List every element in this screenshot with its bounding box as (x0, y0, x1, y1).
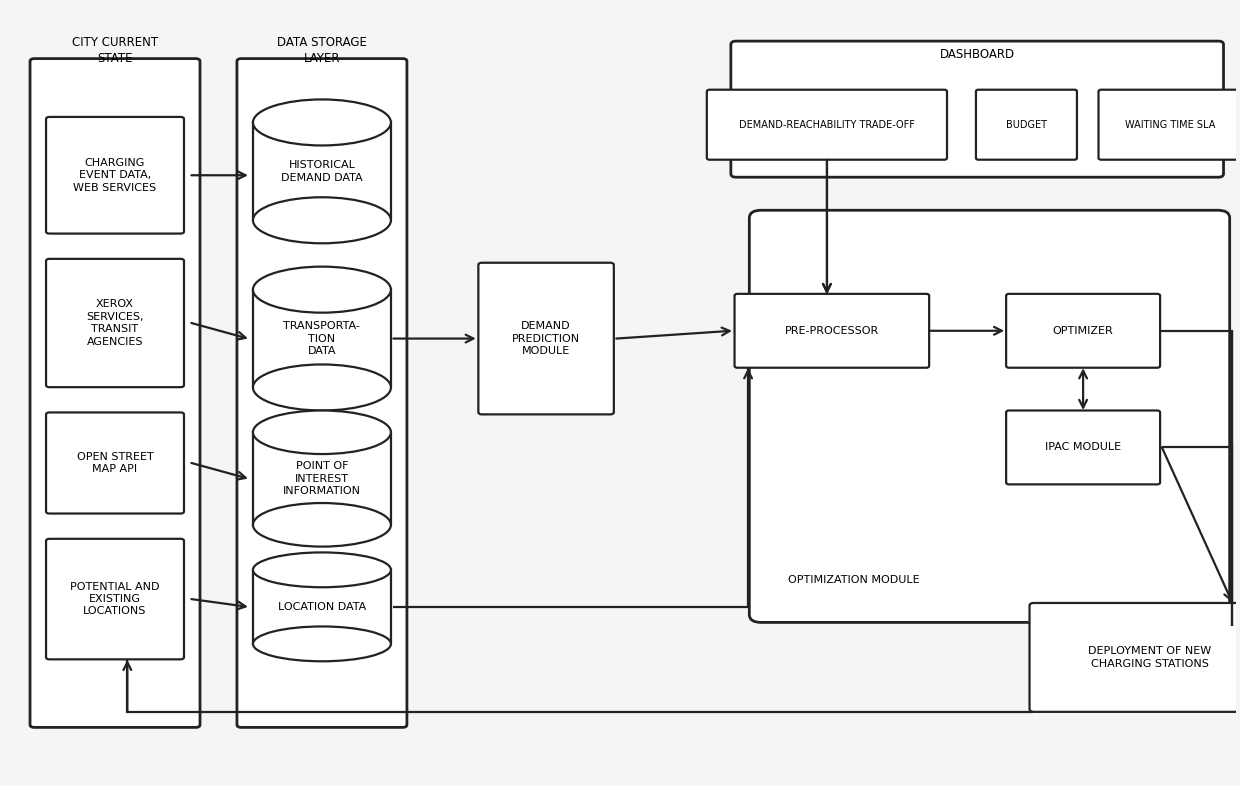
Text: TRANSPORTA-
TION
DATA: TRANSPORTA- TION DATA (284, 321, 361, 356)
FancyBboxPatch shape (1006, 410, 1161, 484)
Text: DEMAND
PREDICTION
MODULE: DEMAND PREDICTION MODULE (512, 321, 580, 356)
Ellipse shape (253, 365, 391, 410)
Text: WAITING TIME SLA: WAITING TIME SLA (1126, 119, 1215, 130)
FancyBboxPatch shape (479, 263, 614, 414)
Text: DATA STORAGE
LAYER: DATA STORAGE LAYER (277, 36, 367, 65)
FancyBboxPatch shape (46, 413, 184, 513)
FancyBboxPatch shape (1099, 90, 1240, 160)
Ellipse shape (253, 503, 391, 546)
FancyBboxPatch shape (707, 90, 947, 160)
Ellipse shape (253, 626, 391, 661)
FancyBboxPatch shape (749, 210, 1230, 623)
Text: OPTIMIZER: OPTIMIZER (1053, 325, 1114, 336)
Text: BUDGET: BUDGET (1006, 119, 1047, 130)
FancyBboxPatch shape (976, 90, 1078, 160)
FancyBboxPatch shape (1029, 603, 1240, 712)
FancyBboxPatch shape (30, 59, 200, 727)
Text: CHARGING
EVENT DATA,
WEB SERVICES: CHARGING EVENT DATA, WEB SERVICES (73, 158, 156, 193)
FancyBboxPatch shape (1006, 294, 1161, 368)
FancyBboxPatch shape (46, 539, 184, 659)
Ellipse shape (253, 266, 391, 313)
Text: POTENTIAL AND
EXISTING
LOCATIONS: POTENTIAL AND EXISTING LOCATIONS (71, 582, 160, 616)
FancyBboxPatch shape (46, 117, 184, 233)
Bar (253, 432, 391, 525)
Text: DEPLOYMENT OF NEW
CHARGING STATIONS: DEPLOYMENT OF NEW CHARGING STATIONS (1087, 646, 1211, 669)
Ellipse shape (253, 197, 391, 244)
Ellipse shape (253, 100, 391, 145)
FancyBboxPatch shape (46, 259, 184, 387)
FancyBboxPatch shape (730, 41, 1224, 177)
Text: DEMAND-REACHABILITY TRADE-OFF: DEMAND-REACHABILITY TRADE-OFF (739, 119, 915, 130)
Text: DASHBOARD: DASHBOARD (940, 48, 1014, 61)
Text: IPAC MODULE: IPAC MODULE (1045, 443, 1121, 453)
Text: POINT OF
INTEREST
INFORMATION: POINT OF INTEREST INFORMATION (283, 461, 361, 496)
FancyBboxPatch shape (734, 294, 929, 368)
Text: PRE-PROCESSOR: PRE-PROCESSOR (785, 325, 879, 336)
Text: OPEN STREET
MAP API: OPEN STREET MAP API (77, 452, 154, 474)
Ellipse shape (253, 553, 391, 587)
Ellipse shape (253, 410, 391, 454)
Bar (253, 570, 391, 644)
Text: CITY CURRENT
STATE: CITY CURRENT STATE (72, 36, 157, 65)
Text: LOCATION DATA: LOCATION DATA (278, 602, 366, 612)
Text: HISTORICAL
DEMAND DATA: HISTORICAL DEMAND DATA (281, 160, 363, 182)
FancyBboxPatch shape (237, 59, 407, 727)
Bar (253, 123, 391, 220)
Text: OPTIMIZATION MODULE: OPTIMIZATION MODULE (789, 575, 920, 585)
Text: XEROX
SERVICES,
TRANSIT
AGENCIES: XEROX SERVICES, TRANSIT AGENCIES (87, 299, 144, 347)
Bar (253, 290, 391, 387)
